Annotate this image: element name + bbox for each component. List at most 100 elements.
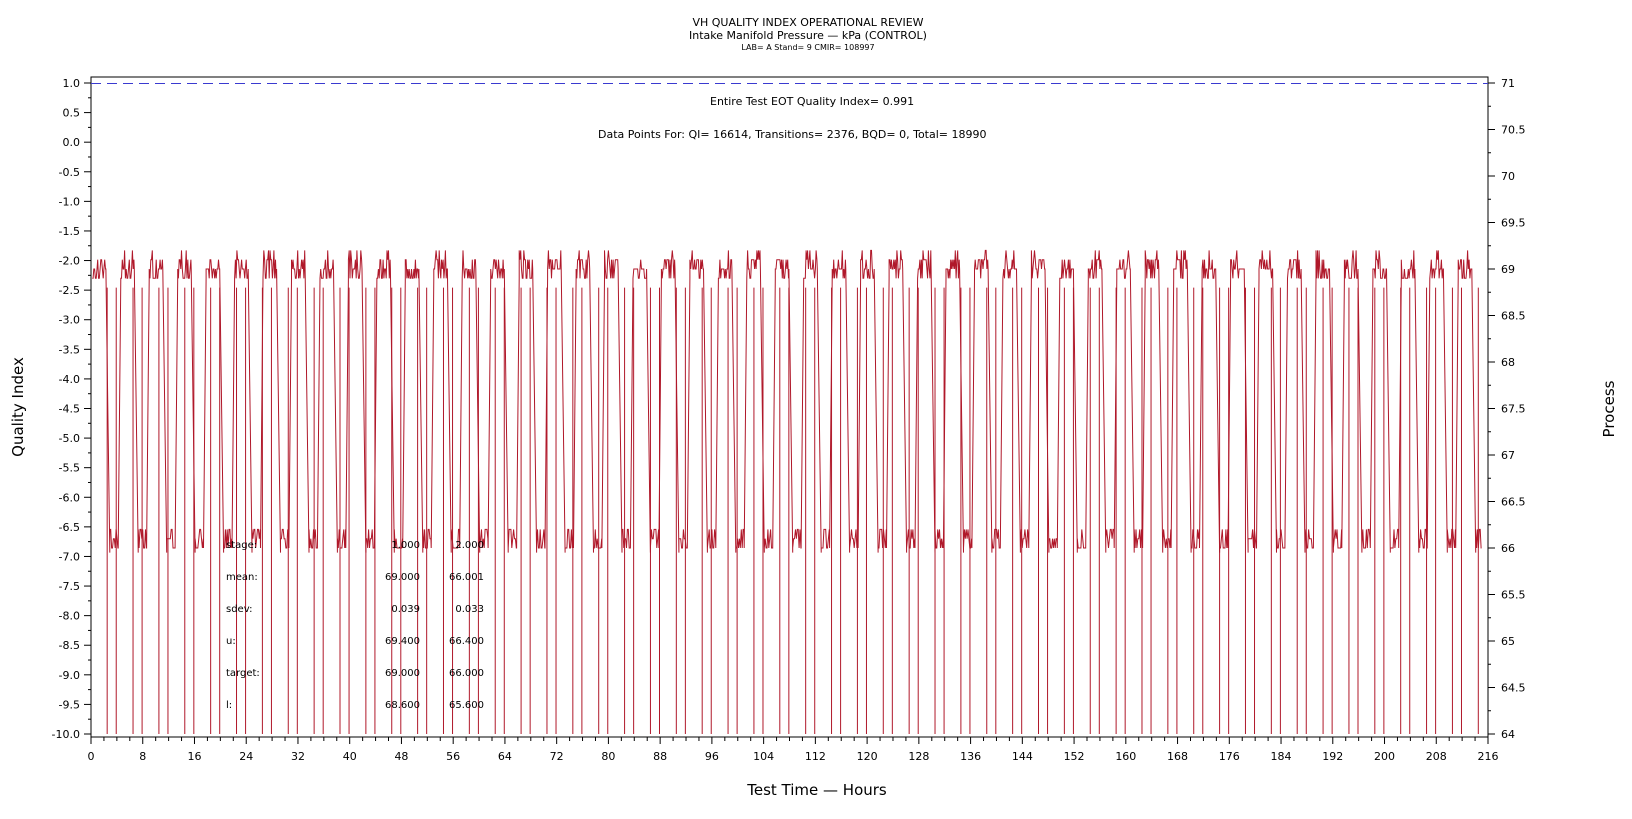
stats-label: u: [226, 636, 236, 647]
y2-tick-label: 67 [1501, 449, 1515, 462]
stats-label: l: [226, 700, 232, 711]
y-tick-label: -8.5 [59, 639, 80, 652]
stats-value-stage1: 1.000 [391, 540, 420, 551]
y-tick-label: -1.0 [59, 195, 80, 208]
y2-tick-label: 71 [1501, 77, 1515, 90]
x-tick-label: 216 [1478, 750, 1499, 763]
y-tick-label: -1.5 [59, 225, 80, 238]
y2-tick-label: 67.5 [1501, 403, 1526, 416]
y-tick-label: -6.0 [59, 491, 80, 504]
x-tick-label: 88 [653, 750, 667, 763]
y2-axis: 71 70.5 70 69.5 69 68.5 68 67.5 67 66.5 66 65.5 65 64… [1488, 77, 1526, 741]
x-tick-label: 104 [753, 750, 774, 763]
data-points-annotation: Data Points For: QI= 16614, Transitions=… [598, 128, 987, 141]
x-tick-label: 152 [1064, 750, 1085, 763]
y2-tick-label: 68.5 [1501, 310, 1526, 323]
stats-value-stage2: 2.000 [455, 540, 484, 551]
stats-value-stage1: 68.600 [385, 700, 420, 711]
plot-frame [90, 76, 1489, 738]
stats-table: stage: 1.000 2.000 mean: 69.000 66.001 sdev: 0.… [226, 540, 484, 711]
y-tick-label: -4.5 [59, 403, 80, 416]
x-tick-label: 208 [1426, 750, 1447, 763]
y-axis-label: Quality Index [9, 357, 27, 457]
x-tick-label: 56 [446, 750, 460, 763]
y-tick-label: -5.5 [59, 462, 80, 475]
x-tick-label: 144 [1012, 750, 1033, 763]
y-tick-label: -2.5 [59, 284, 80, 297]
chart-subtitle-meta: LAB= A Stand= 9 CMIR= 108997 [741, 43, 875, 52]
y2-tick-label: 69 [1501, 263, 1515, 276]
x-tick-label: 176 [1219, 750, 1240, 763]
series-layer [91, 83, 1488, 734]
y2-tick-label: 70.5 [1501, 124, 1526, 137]
stats-value-stage2: 66.400 [449, 636, 484, 647]
y-tick-label: -3.5 [59, 343, 80, 356]
y2-tick-label: 65.5 [1501, 589, 1526, 602]
y-tick-label: -9.5 [59, 698, 80, 711]
x-tick-label: 160 [1115, 750, 1136, 763]
y2-tick-label: 64.5 [1501, 682, 1526, 695]
y-tick-label: -2.0 [59, 255, 80, 268]
y-axis: 1.0 0.5 0.0 -0.5 -1.0 -1.5 -2.0 -2.5 -3.0 -3.5 -4.… [52, 77, 91, 741]
y-tick-label: -6.5 [59, 521, 80, 534]
y2-tick-label: 66.5 [1501, 496, 1526, 509]
qi-annotation: Entire Test EOT Quality Index= 0.991 [710, 95, 914, 108]
chart-title: VH QUALITY INDEX OPERATIONAL REVIEW [692, 16, 924, 29]
stats-label: target: [226, 668, 260, 679]
x-tick-label: 136 [960, 750, 981, 763]
x-tick-label: 80 [601, 750, 615, 763]
stats-value-stage2: 66.000 [449, 668, 484, 679]
y2-tick-label: 70 [1501, 170, 1515, 183]
x-tick-label: 32 [291, 750, 305, 763]
y-tick-label: -7.5 [59, 580, 80, 593]
y-tick-label: -8.0 [59, 610, 80, 623]
x-tick-label: 168 [1167, 750, 1188, 763]
stats-value-stage1: 69.000 [385, 668, 420, 679]
x-tick-label: 192 [1322, 750, 1343, 763]
x-tick-label: 40 [343, 750, 357, 763]
stats-label: sdev: [226, 604, 252, 615]
y2-tick-label: 68 [1501, 356, 1515, 369]
y2-tick-label: 66 [1501, 542, 1515, 555]
x-tick-label: 128 [908, 750, 929, 763]
x-tick-label: 120 [857, 750, 878, 763]
x-tick-label: 24 [239, 750, 253, 763]
y-tick-label: -4.0 [59, 373, 80, 386]
x-tick-label: 112 [805, 750, 826, 763]
stats-value-stage2: 66.001 [449, 572, 484, 583]
y-tick-label: 1.0 [63, 77, 81, 90]
x-tick-label: 8 [139, 750, 146, 763]
y-tick-label: -9.0 [59, 669, 80, 682]
stats-value-stage1: 0.039 [391, 604, 420, 615]
stats-value-stage1: 69.000 [385, 572, 420, 583]
x-tick-label: 48 [394, 750, 408, 763]
y-tick-label: -0.5 [59, 166, 80, 179]
x-tick-label: 16 [187, 750, 201, 763]
y2-tick-label: 65 [1501, 635, 1515, 648]
y-tick-label: 0.0 [63, 136, 81, 149]
stats-label: mean: [226, 572, 258, 583]
y-tick-label: -10.0 [52, 728, 80, 741]
x-tick-label: 200 [1374, 750, 1395, 763]
y-tick-label: -7.0 [59, 550, 80, 563]
stats-value-stage2: 65.600 [449, 700, 484, 711]
y-tick-label: 0.5 [63, 107, 81, 120]
y-tick-label: -5.0 [59, 432, 80, 445]
y2-tick-label: 69.5 [1501, 217, 1526, 230]
x-axis-label: Test Time — Hours [746, 781, 887, 799]
x-axis: 0 8 16 24 32 40 48 56 64 72 80 88 96 104 112 120 128 136 1… [88, 737, 1499, 763]
stats-value-stage1: 69.400 [385, 636, 420, 647]
stats-label: stage: [226, 540, 257, 551]
y2-tick-label: 64 [1501, 728, 1515, 741]
x-tick-label: 64 [498, 750, 512, 763]
x-tick-label: 96 [705, 750, 719, 763]
x-tick-label: 0 [88, 750, 95, 763]
stats-value-stage2: 0.033 [455, 604, 484, 615]
y-tick-label: -3.0 [59, 314, 80, 327]
y2-axis-label: Process [1600, 380, 1618, 437]
chart-subtitle: Intake Manifold Pressure — kPa (CONTROL) [689, 29, 927, 42]
x-tick-label: 184 [1271, 750, 1292, 763]
process-series-line [92, 249, 1482, 553]
x-tick-label: 72 [550, 750, 564, 763]
